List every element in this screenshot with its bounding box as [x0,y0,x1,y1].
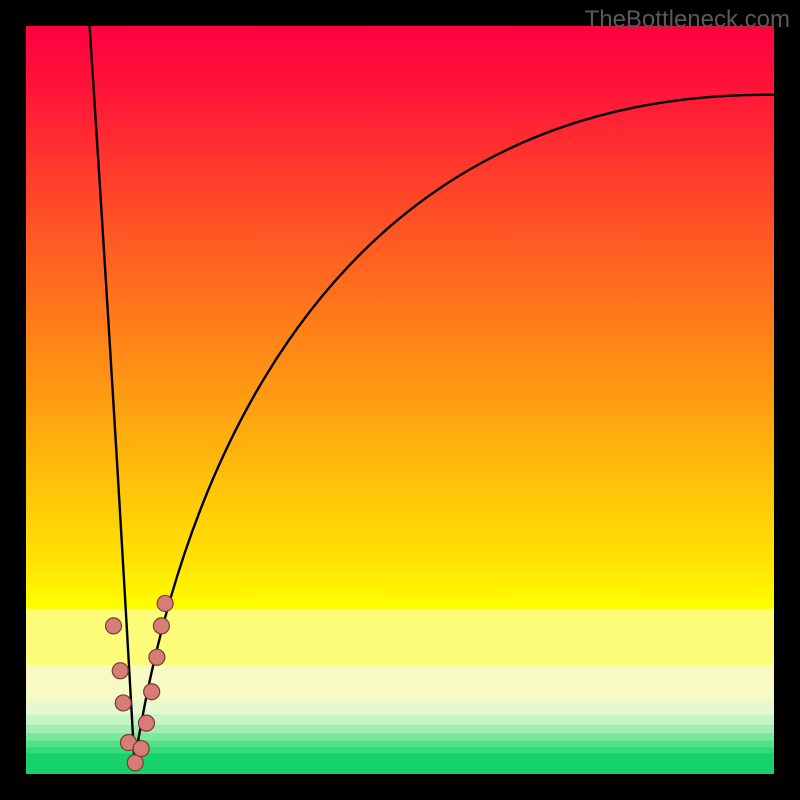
chart-frame: TheBottleneck.com [0,0,800,800]
data-marker-5 [133,741,149,757]
data-marker-10 [157,595,173,611]
data-marker-1 [112,663,128,679]
bottom-band-1 [26,665,774,702]
chart-svg [26,26,774,774]
data-marker-6 [138,715,154,731]
data-marker-0 [106,618,122,634]
data-marker-9 [153,618,169,634]
data-marker-2 [115,695,131,711]
plot-area [26,26,774,774]
data-marker-8 [149,649,165,665]
watermark-text: TheBottleneck.com [585,6,790,34]
bottom-band-2 [26,701,774,715]
bottom-band-4 [26,725,774,734]
data-marker-7 [144,684,160,700]
data-marker-4 [127,755,143,771]
bottom-band-0 [26,609,774,666]
